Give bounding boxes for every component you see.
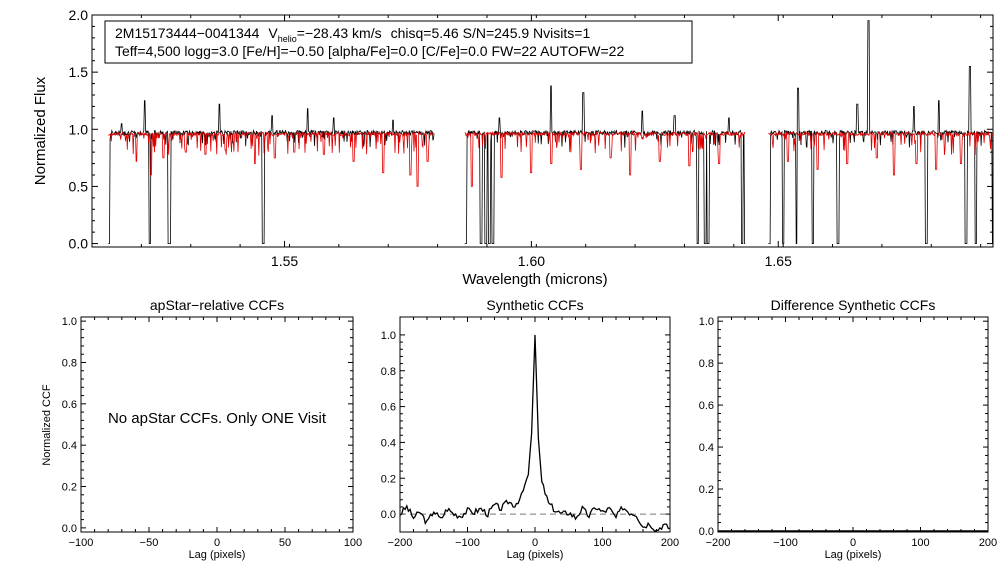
- x-tick-label: 0: [850, 537, 856, 549]
- x-tick-label: 1.60: [518, 253, 545, 269]
- x-tick-label: 100: [344, 537, 362, 549]
- spectrum-xlabel: Wavelength (microns): [462, 271, 607, 288]
- vhelio-subscript: helio: [278, 34, 297, 44]
- x-tick-label: −200: [388, 537, 413, 549]
- y-tick-label: 0.6: [381, 402, 396, 414]
- apstar-ccf-panel: −100 −50 0 50 100 0.0 0.2 0.4 0.6 0.8 1.0 apStar−r…: [41, 297, 362, 561]
- y-tick-label: 0.2: [381, 473, 396, 485]
- y-tick-label: 0.0: [381, 509, 396, 521]
- x-tick-label: 0: [214, 537, 220, 549]
- x-tick-label: −100: [455, 537, 480, 549]
- spectrum-header-box: [104, 20, 693, 64]
- apstar-ccf-xlabel: Lag (pixels): [189, 549, 246, 561]
- y-tick-label: 0.8: [381, 366, 396, 378]
- x-tick-label: 1.55: [271, 253, 298, 269]
- model-spectrum-chip-1: [108, 130, 435, 187]
- spectrum-header-line2: Teff=4,500 logg=3.0 [Fe/H]=−0.50 [alpha/…: [115, 43, 624, 59]
- y-tick-label: 0.0: [69, 236, 89, 252]
- fit-statistics: chisq=5.46 S/N=245.9 Nvisits=1: [391, 25, 591, 41]
- y-tick-label: 1.0: [699, 316, 714, 328]
- apstar-ccf-ylabel: Normalized CCF: [41, 384, 53, 466]
- synthetic-ccf-curve: [399, 334, 671, 533]
- vhelio-prefix: V: [268, 25, 278, 41]
- x-tick-label: −100: [773, 537, 798, 549]
- star-id: 2M15173444−0041344: [115, 25, 260, 41]
- x-tick-label: −50: [140, 537, 159, 549]
- x-tick-label: −200: [706, 537, 731, 549]
- spectrum-panel: 1.55 1.60 1.65 0.0 0.5 1.0 1.5 2.0 2M15173444−0…: [32, 7, 994, 288]
- observed-spectrum-chip-2: [464, 85, 746, 244]
- synthetic-ccf-panel: −200 −100 0 100 200 0.0 0.2 0.4 0.6 0.8 1.0 Synthe…: [381, 297, 679, 561]
- x-tick-label: 200: [661, 537, 679, 549]
- y-tick-label: 1.0: [381, 330, 396, 342]
- difference-ccf-panel: −200 −100 0 100 200 0.0 0.2 0.4 0.6 0.8 1.0 Differ…: [699, 297, 997, 561]
- y-tick-label: 1.5: [69, 64, 89, 80]
- x-tick-label: 100: [911, 537, 929, 549]
- y-tick-label: 0.2: [699, 484, 714, 496]
- model-spectrum-chip-2: [464, 130, 746, 187]
- no-ccf-annotation: No apStar CCFs. Only ONE Visit: [108, 410, 327, 427]
- observed-spectrum-chip-1: [108, 100, 435, 244]
- difference-ccf-title: Difference Synthetic CCFs: [771, 297, 936, 313]
- y-tick-label: 0.0: [699, 526, 714, 538]
- y-tick-label: 0.8: [699, 358, 714, 370]
- y-tick-label: 1.0: [62, 316, 77, 328]
- x-tick-label: 200: [979, 537, 997, 549]
- x-tick-label: 100: [593, 537, 611, 549]
- y-tick-label: 2.0: [69, 7, 89, 23]
- x-tick-label: 1.65: [765, 253, 792, 269]
- y-tick-label: 0.4: [381, 437, 396, 449]
- synthetic-ccf-title: Synthetic CCFs: [486, 297, 583, 313]
- difference-ccf-xlabel: Lag (pixels): [825, 549, 882, 561]
- apstar-ccf-title: apStar−relative CCFs: [150, 297, 284, 313]
- y-tick-label: 0.0: [62, 523, 77, 535]
- difference-ccf-frame: [717, 316, 989, 533]
- spectrum-plot-frame: [91, 14, 994, 248]
- spectrum-ylabel: Normalized Flux: [32, 76, 49, 185]
- y-tick-label: 0.6: [62, 399, 77, 411]
- x-tick-label: 50: [279, 537, 291, 549]
- y-tick-label: 0.2: [62, 482, 77, 494]
- y-tick-label: 0.4: [699, 442, 714, 454]
- vhelio-value: =−28.43 km/s: [297, 25, 382, 41]
- y-tick-label: 0.8: [62, 357, 77, 369]
- x-tick-label: 0: [532, 537, 538, 549]
- model-spectrum-chip-3: [768, 130, 994, 176]
- y-tick-label: 0.4: [62, 440, 77, 452]
- spectrum-header-line1: 2M15173444−0041344 Vhelio=−28.43 km/s chis…: [115, 25, 590, 44]
- y-tick-label: 0.5: [69, 178, 89, 194]
- x-tick-label: −100: [69, 537, 94, 549]
- y-tick-label: 1.0: [69, 121, 89, 137]
- y-tick-label: 0.6: [699, 400, 714, 412]
- synthetic-ccf-xlabel: Lag (pixels): [507, 549, 564, 561]
